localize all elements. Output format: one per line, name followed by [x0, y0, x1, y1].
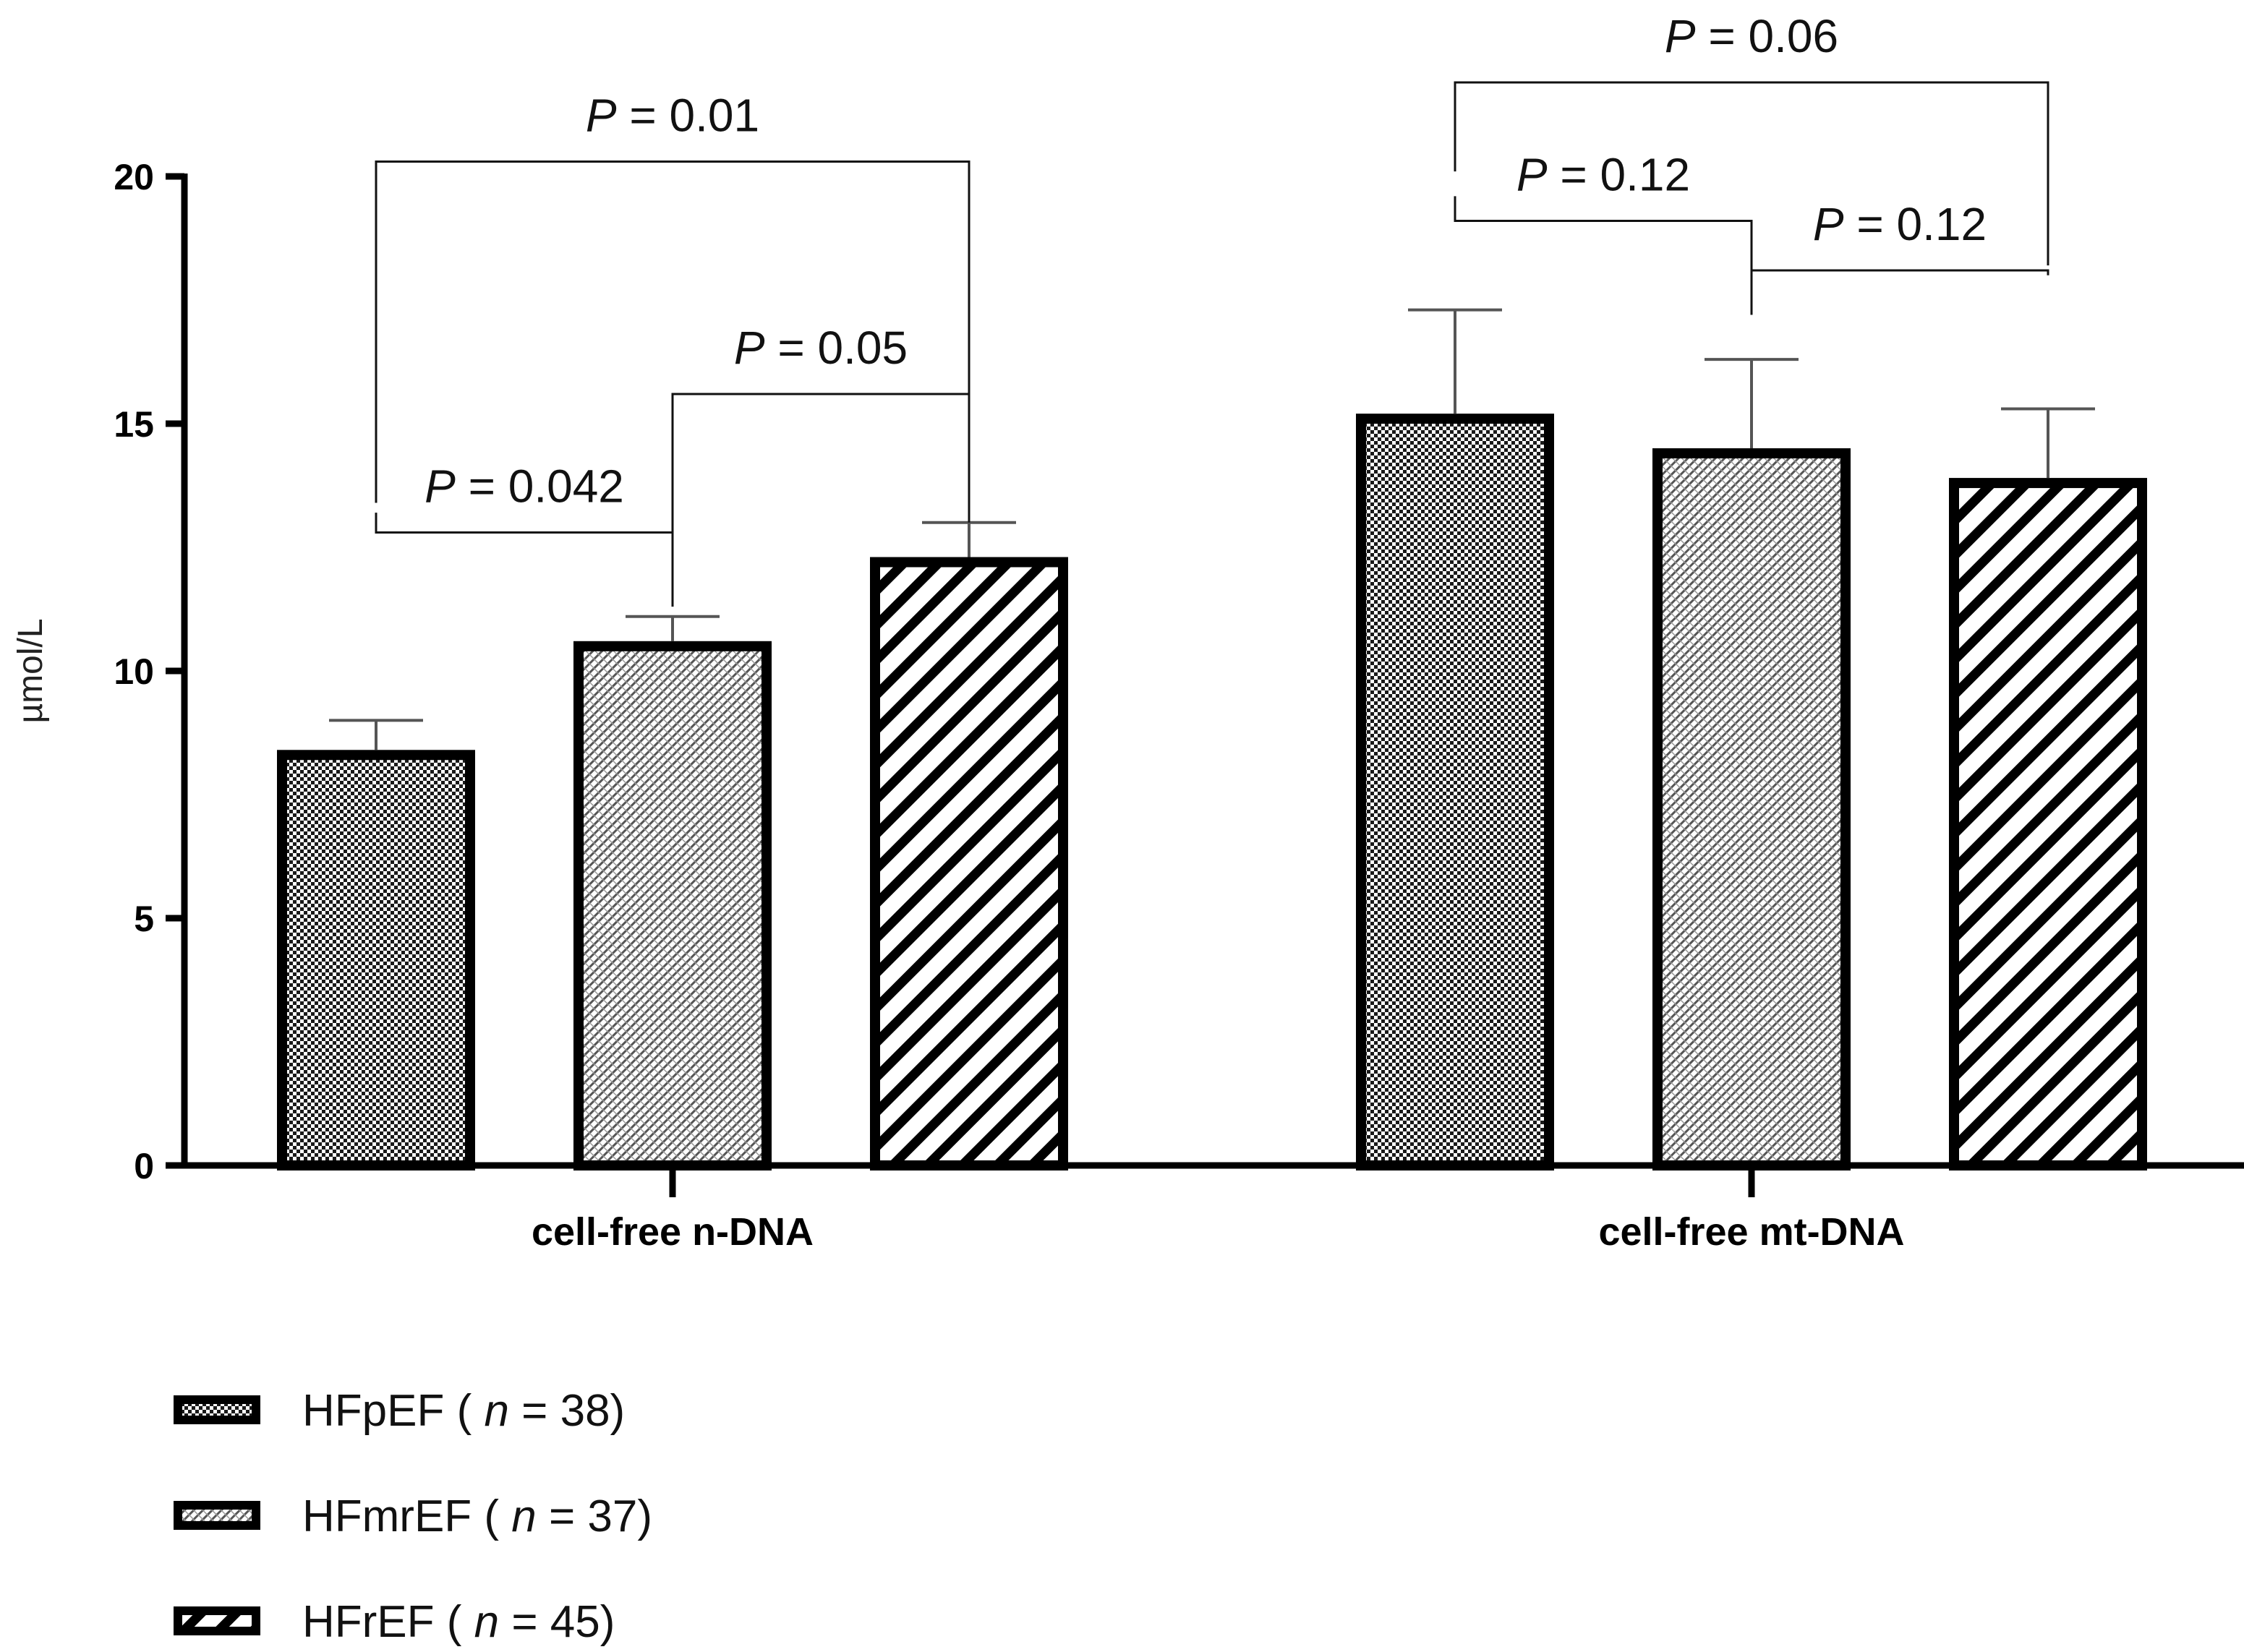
- legend-label: HFmrEF ( n = 37): [302, 1491, 652, 1541]
- x-category-label: cell-free mt-DNA: [1598, 1210, 1904, 1254]
- legend-item: HFrEF ( n = 45): [174, 1597, 615, 1647]
- y-tick-label: 10: [114, 651, 154, 692]
- legend-label: HFpEF ( n = 38): [302, 1386, 625, 1436]
- bar: [573, 641, 772, 1170]
- y-tick-label: 20: [114, 157, 154, 197]
- legend-swatch: [174, 1395, 260, 1424]
- bars: [277, 414, 2147, 1170]
- significance-bracket: [375, 160, 970, 523]
- axes: 0 5 10 15 20 µmol/L cell-free n-DNA cell-free m…: [12, 157, 2244, 1254]
- bar: [277, 750, 475, 1170]
- legend-item: HFmrEF ( n = 37): [174, 1491, 652, 1541]
- bar: [1356, 414, 1554, 1170]
- p-value-label: P = 0.12: [1813, 198, 1987, 250]
- x-category-label: cell-free n-DNA: [532, 1210, 814, 1254]
- significance-bracket: [1454, 196, 1753, 315]
- bar: [870, 557, 1068, 1170]
- error-bars: [329, 308, 2095, 750]
- y-tick-label: 15: [114, 404, 154, 445]
- bar: [1652, 448, 1851, 1170]
- bar: [1949, 478, 2147, 1170]
- p-value-label: P = 0.06: [1665, 10, 1838, 62]
- p-value-label: P = 0.05: [734, 322, 908, 374]
- legend-swatch: [174, 1606, 260, 1635]
- legend-label: HFrEF ( n = 45): [302, 1597, 615, 1647]
- significance-bracket: [1454, 81, 2049, 266]
- significance-brackets: P = 0.042 P = 0.05 P = 0.01 P = 0.12 P = 0.1…: [375, 10, 2049, 607]
- legend-swatch: [174, 1501, 260, 1530]
- p-value-label: P = 0.042: [425, 460, 624, 512]
- y-tick-label: 0: [134, 1146, 154, 1186]
- significance-bracket: [1750, 269, 2049, 281]
- y-axis-label: µmol/L: [12, 618, 50, 723]
- p-value-label: P = 0.01: [586, 89, 759, 141]
- p-value-label: P = 0.12: [1516, 149, 1690, 201]
- legend: HFpEF ( n = 38) HFmrEF ( n = 37) HFrEF ( n…: [174, 1386, 652, 1647]
- legend-item: HFpEF ( n = 38): [174, 1386, 625, 1436]
- y-tick-label: 5: [134, 899, 154, 939]
